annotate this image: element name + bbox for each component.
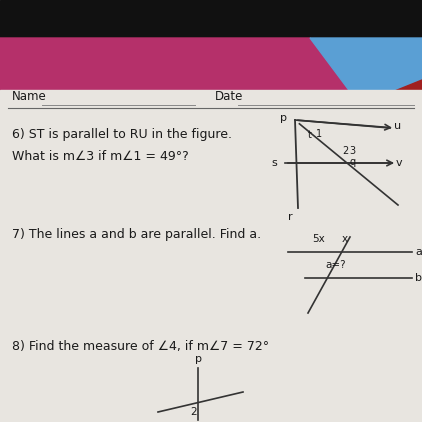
Text: Date: Date — [215, 90, 243, 103]
Text: p: p — [280, 113, 287, 123]
Text: 2: 2 — [190, 407, 197, 417]
Text: q: q — [349, 157, 355, 167]
Text: 6) ST is parallel to RU in the figure.: 6) ST is parallel to RU in the figure. — [12, 128, 232, 141]
Text: Name: Name — [12, 90, 47, 103]
Bar — [0, 0, 422, 38]
Text: u: u — [394, 121, 401, 131]
Text: 8) Find the measure of ∠4, if m∠7 = 72°: 8) Find the measure of ∠4, if m∠7 = 72° — [12, 340, 269, 353]
Text: 3: 3 — [349, 146, 355, 156]
Text: t: t — [308, 130, 312, 140]
Polygon shape — [360, 80, 422, 105]
Text: 7) The lines a and b are parallel. Find a.: 7) The lines a and b are parallel. Find … — [12, 228, 261, 241]
Text: p: p — [195, 354, 201, 364]
Polygon shape — [0, 38, 360, 105]
Text: a: a — [415, 247, 422, 257]
Text: s: s — [271, 158, 277, 168]
Text: 2: 2 — [342, 146, 348, 156]
Text: 5x: 5x — [312, 234, 325, 244]
Text: 1: 1 — [316, 129, 322, 139]
Bar — [0, 90, 422, 422]
Polygon shape — [310, 38, 422, 105]
Text: x: x — [342, 234, 348, 244]
Text: v: v — [396, 158, 403, 168]
Text: b: b — [415, 273, 422, 283]
Text: What is m∠3 if m∠1 = 49°?: What is m∠3 if m∠1 = 49°? — [12, 150, 189, 163]
Text: r: r — [288, 212, 292, 222]
Text: a=?: a=? — [325, 260, 346, 270]
